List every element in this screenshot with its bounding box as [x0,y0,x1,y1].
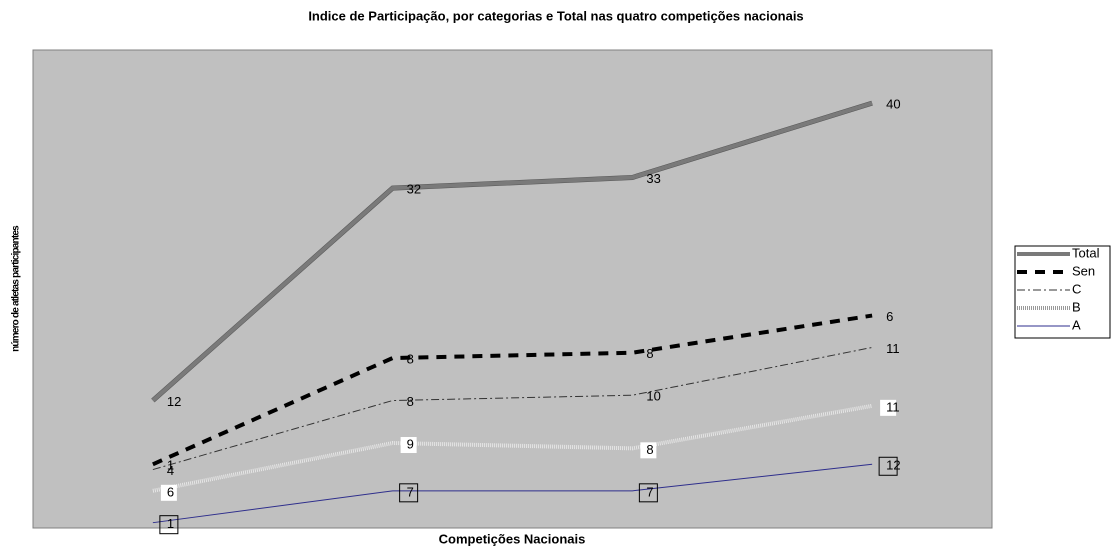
data-label-box [878,456,898,476]
data-label: 11 [886,399,900,414]
data-label: 33 [646,171,660,186]
data-label: 8 [407,351,414,366]
data-label-bg [640,442,657,459]
legend-label: Sen [1072,263,1095,278]
data-label: 7 [646,484,653,499]
data-label: 12 [886,458,900,473]
legend-label: A [1072,317,1081,332]
data-label: 32 [407,182,421,197]
series-line [152,463,873,524]
legend-label: C [1072,281,1081,296]
chart-title: Indice de Participação, por categorias e… [308,8,803,23]
data-label: 4 [167,463,174,478]
data-label-box [638,483,658,503]
data-label: 7 [407,484,414,499]
data-label: 12 [167,394,181,409]
data-label: 6 [167,484,174,499]
series-line [152,346,873,471]
legend [1014,245,1111,339]
data-label: 11 [886,341,900,356]
data-label-bg [400,437,417,454]
series-line [151,101,873,403]
data-label: 9 [407,436,414,451]
series-line [152,403,873,493]
plot-area [32,49,993,529]
series-line [152,313,873,467]
data-label: 8 [407,394,414,409]
data-label: 8 [646,442,653,457]
x-axis-label: Competições Nacionais [439,531,586,546]
data-label-bg [160,484,177,501]
data-label: 10 [646,389,660,404]
data-label-box [159,515,179,535]
legend-label: Total [1072,245,1100,260]
data-label-box [399,483,419,503]
data-label-bg [880,399,897,416]
data-label: 1 [167,516,174,531]
data-label: 8 [646,346,653,361]
data-label: 6 [886,309,893,324]
data-label: 1 [167,458,174,473]
data-label: 40 [886,97,900,112]
y-axis-label: número de atletas participantes [11,225,22,352]
legend-label: B [1072,299,1081,314]
